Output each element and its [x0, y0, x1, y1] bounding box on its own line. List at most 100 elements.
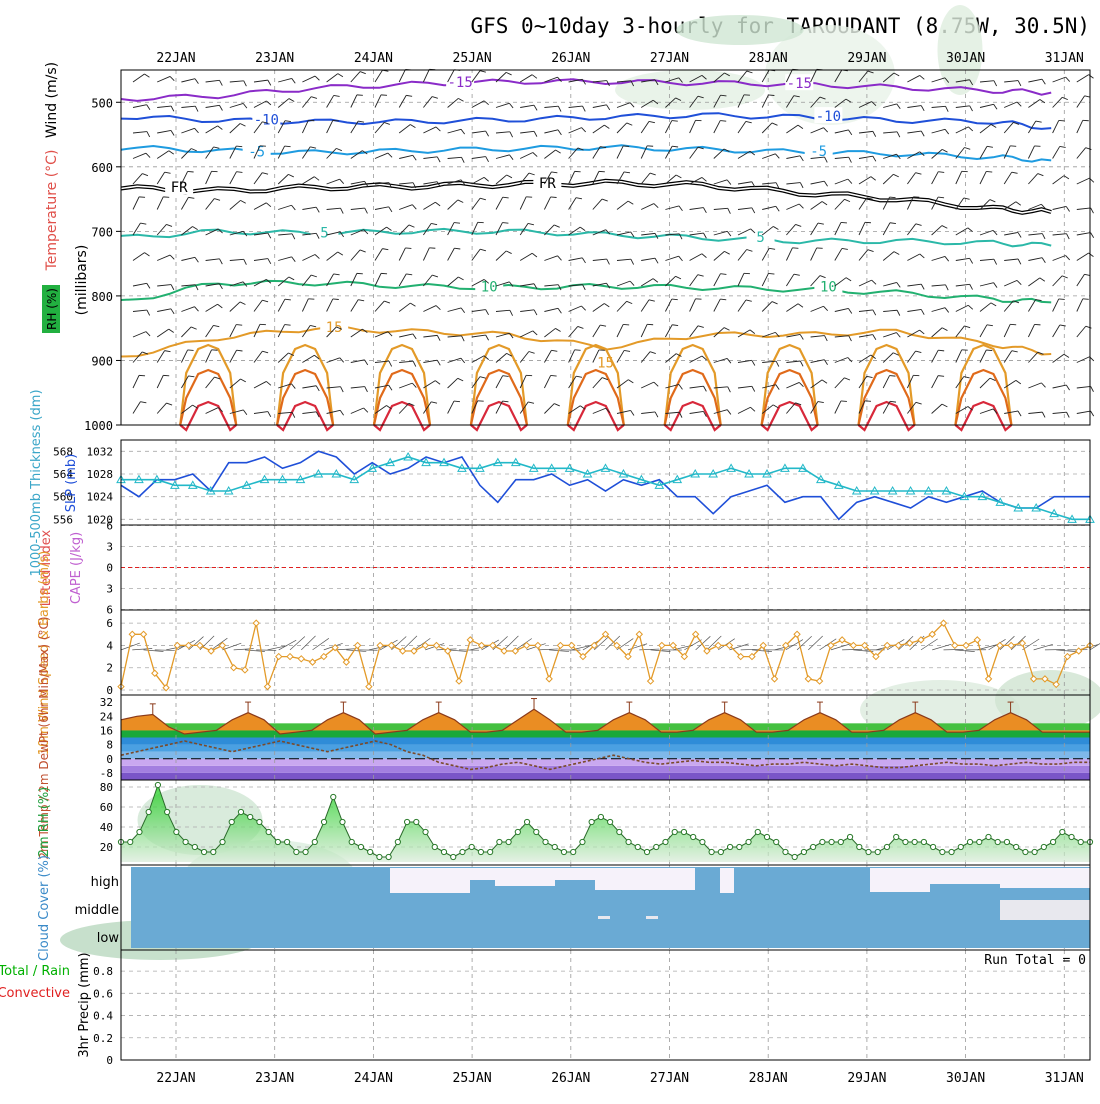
wind-barb-flag [405, 248, 411, 249]
isotherm-label: -10 [816, 109, 841, 125]
rh-marker [137, 829, 142, 834]
rh-marker [275, 839, 280, 844]
rh-marker [192, 844, 197, 849]
rh-marker [644, 849, 649, 854]
rh-marker [949, 849, 954, 854]
cloud-gap-middle [646, 916, 658, 919]
rh-marker [515, 829, 520, 834]
rh-marker [977, 839, 982, 844]
rh-marker [395, 839, 400, 844]
rh-marker [884, 844, 889, 849]
rh-marker [183, 839, 188, 844]
upper-side-label-rh: RH (%) [45, 288, 59, 330]
slp-tick-label: 1024 [87, 491, 114, 504]
rh-marker [847, 834, 852, 839]
rh-tick-label: 60 [100, 801, 113, 814]
rh-marker [1050, 839, 1055, 844]
rh-marker [524, 819, 529, 824]
wind-barb-flag [623, 324, 629, 325]
slp-ylabel-right: SLP (mb) [64, 454, 79, 513]
temp-tick-label: 8 [106, 739, 113, 752]
precip-tick-label: 0.8 [93, 965, 113, 978]
rh-marker [257, 819, 262, 824]
wind-barb-flag [768, 95, 774, 96]
rh-marker [774, 839, 779, 844]
rh-marker [691, 834, 696, 839]
wind-barb-flag [551, 375, 557, 376]
temp-band [121, 745, 1090, 752]
cloud-gap [720, 868, 734, 893]
rh-marker [1078, 839, 1083, 844]
rh-marker [626, 839, 631, 844]
rh-marker [423, 829, 428, 834]
wind-tick-label: 0 [106, 684, 113, 697]
date-label-top: 31JAN [1045, 51, 1084, 66]
rh-marker [608, 819, 613, 824]
date-label-top: 29JAN [847, 51, 886, 66]
wind-barb-flag [285, 325, 291, 326]
upper-side-label-temp: Temperature (°C) [44, 150, 60, 272]
thickness-tick-label: 556 [53, 513, 73, 526]
rh-marker [386, 854, 391, 859]
rh-marker [755, 829, 760, 834]
rh-marker [912, 839, 917, 844]
cloud-gap-middle [1000, 900, 1090, 920]
precip-run-total: Run Total = 0 [984, 953, 1086, 968]
precip-tick-label: 0.4 [93, 1010, 113, 1023]
date-label-bottom: 27JAN [650, 1071, 689, 1086]
wind-barb-flag [236, 325, 242, 326]
rh-marker [866, 849, 871, 854]
cloud-gap [495, 868, 555, 886]
rh-marker [321, 819, 326, 824]
rh-marker [811, 844, 816, 849]
isotherm-label: 10 [481, 280, 498, 296]
rh-marker [921, 839, 926, 844]
upper-ylabel: (millibars) [74, 245, 90, 316]
rh-marker [875, 849, 880, 854]
rh-marker [727, 844, 732, 849]
rh-tick-label: 80 [100, 781, 113, 794]
temp-tick-label: -8 [100, 767, 113, 780]
stability-tick-label: 6 [106, 604, 113, 617]
rh-marker [958, 844, 963, 849]
rh-marker [940, 849, 945, 854]
rh-shade [676, 15, 804, 45]
slp-tick-label: 1032 [87, 445, 114, 458]
rh-marker [903, 839, 908, 844]
rh-marker [238, 809, 243, 814]
cloud-gap-middle [598, 916, 610, 919]
rh-marker [414, 819, 419, 824]
wind-barb-flag [841, 222, 847, 223]
wind-barb-flag [672, 121, 678, 122]
rh-marker [1014, 844, 1019, 849]
isotherm-label: 5 [320, 225, 328, 241]
rh-marker [783, 849, 788, 854]
date-label-top: 25JAN [453, 51, 492, 66]
rh-marker [229, 819, 234, 824]
precip-tick-label: 0.6 [93, 987, 113, 1000]
wind-barb-flag [720, 121, 726, 122]
precip-legend-convective: Convective [0, 986, 70, 1001]
rh-marker [534, 829, 539, 834]
stability-tick-label: 3 [106, 541, 113, 554]
wind-barb-flag [672, 299, 678, 300]
upper-side-label-wind: Wind (m/s) [44, 62, 60, 138]
date-label-bottom: 28JAN [749, 1071, 788, 1086]
temp-band [121, 730, 1090, 737]
precip-legend-total: Total / Rain [0, 964, 70, 979]
temp-band [121, 773, 1090, 780]
rh-marker [285, 839, 290, 844]
pressure-tick-label: 600 [91, 161, 113, 175]
rh-ylabel: 2m RH (%) [37, 787, 52, 858]
rh-marker [201, 849, 206, 854]
wind-barb-flag [551, 197, 557, 198]
wind-barb-flag [986, 171, 992, 172]
rh-marker [174, 829, 179, 834]
cloud-gap [870, 868, 930, 892]
rh-marker [294, 849, 299, 854]
temp-tick-label: 16 [100, 724, 113, 737]
date-label-top: 24JAN [354, 51, 393, 66]
rh-marker [1069, 834, 1074, 839]
rh-marker [220, 839, 225, 844]
